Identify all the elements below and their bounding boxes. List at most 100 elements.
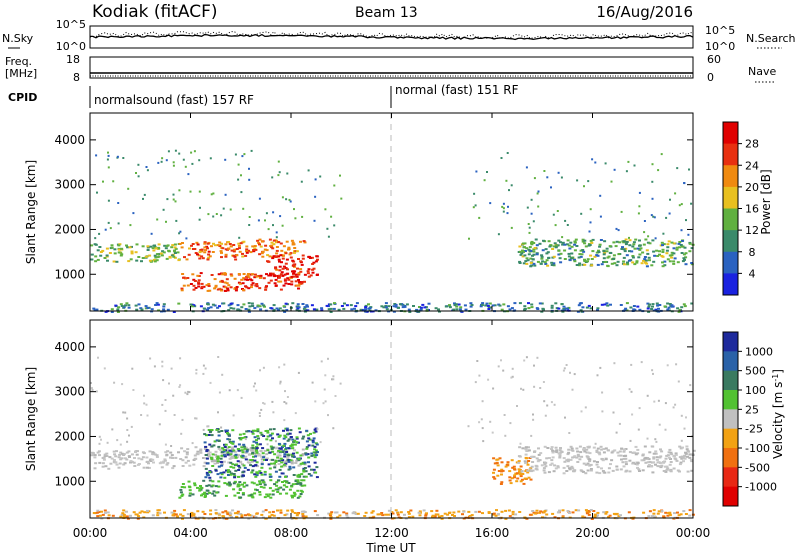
data-cell <box>271 489 275 492</box>
data-cell <box>553 242 557 245</box>
data-cell <box>659 448 662 451</box>
data-cell <box>392 305 396 308</box>
data-cell <box>517 468 521 471</box>
data-cell <box>260 466 264 469</box>
data-cell <box>221 273 225 276</box>
data-cell <box>258 276 262 279</box>
data-cell <box>314 471 318 474</box>
data-cell <box>290 283 294 286</box>
data-cell <box>279 280 283 283</box>
velocity-colorbar-tick-label: -1000 <box>745 481 777 494</box>
data-cell <box>524 260 528 263</box>
data-cell <box>155 259 159 262</box>
data-cell <box>644 461 648 464</box>
data-cell <box>660 510 664 513</box>
data-cell <box>222 207 225 210</box>
data-cell <box>579 451 583 454</box>
data-cell <box>540 464 544 467</box>
data-cell <box>634 453 638 456</box>
data-cell <box>141 451 145 454</box>
data-cell <box>285 240 289 243</box>
data-cell <box>207 283 211 285</box>
data-cell <box>162 208 165 211</box>
data-cell <box>251 446 255 449</box>
data-cell <box>117 456 121 459</box>
data-cell <box>666 454 670 457</box>
data-cell <box>587 304 591 307</box>
data-cell <box>655 456 659 459</box>
data-cell <box>272 239 276 242</box>
data-cell <box>283 480 287 483</box>
data-cell <box>202 479 206 482</box>
data-cell <box>538 459 542 462</box>
data-cell <box>493 477 497 480</box>
data-cell <box>209 509 213 512</box>
data-cell <box>234 454 237 457</box>
data-cell <box>247 453 251 456</box>
data-cell <box>170 511 174 514</box>
data-cell <box>181 493 185 496</box>
data-cell <box>688 509 692 512</box>
data-cell <box>497 233 500 236</box>
data-cell <box>510 477 514 480</box>
data-cell <box>581 306 585 309</box>
data-cell <box>116 439 119 442</box>
data-cell <box>205 434 208 437</box>
data-cell <box>597 249 600 252</box>
data-cell <box>687 450 691 453</box>
data-cell <box>90 387 93 390</box>
data-cell <box>190 244 193 247</box>
data-cell <box>190 151 193 154</box>
data-cell <box>264 509 268 512</box>
data-cell <box>529 467 533 470</box>
data-cell <box>603 240 607 243</box>
data-cell <box>171 244 175 247</box>
data-cell <box>336 516 340 519</box>
data-cell <box>214 485 218 488</box>
data-cell <box>525 356 528 359</box>
data-cell <box>209 157 212 160</box>
data-cell <box>156 511 160 514</box>
data-cell <box>602 250 606 253</box>
data-cell <box>636 466 639 469</box>
data-cell <box>635 261 639 264</box>
data-cell <box>686 455 689 458</box>
data-cell <box>220 426 223 429</box>
data-cell <box>319 441 322 444</box>
data-cell <box>447 512 451 514</box>
data-cell <box>292 494 296 497</box>
data-cell <box>137 457 141 460</box>
data-cell <box>256 239 260 242</box>
data-cell <box>628 459 632 462</box>
data-cell <box>521 447 525 450</box>
data-cell <box>169 451 173 454</box>
data-cell <box>314 449 318 452</box>
data-cell <box>232 473 236 475</box>
data-cell <box>504 509 508 512</box>
nsky-left-tick-top: 10^5 <box>56 18 86 31</box>
data-cell <box>522 388 525 391</box>
data-cell <box>638 407 641 410</box>
data-cell <box>381 514 385 517</box>
data-cell <box>637 468 641 471</box>
data-cell <box>233 480 237 483</box>
data-cell <box>205 489 209 492</box>
data-cell <box>666 467 670 470</box>
data-cell <box>685 445 689 448</box>
data-cell <box>308 438 312 441</box>
data-cell <box>532 220 535 223</box>
data-cell <box>298 431 302 434</box>
data-cell <box>394 305 398 308</box>
data-cell <box>581 238 585 241</box>
data-cell <box>255 483 259 486</box>
data-cell <box>661 251 665 253</box>
power-colorbar-tick-label: 20 <box>745 181 759 194</box>
velocity-colorbar-tick-label: 25 <box>745 403 759 416</box>
data-cell <box>203 433 207 436</box>
data-cell <box>316 514 320 517</box>
velocity-colorbar-segment <box>723 351 738 372</box>
data-cell <box>126 440 129 443</box>
data-cell <box>537 190 540 193</box>
data-cell <box>500 157 503 159</box>
data-cell <box>256 443 260 446</box>
